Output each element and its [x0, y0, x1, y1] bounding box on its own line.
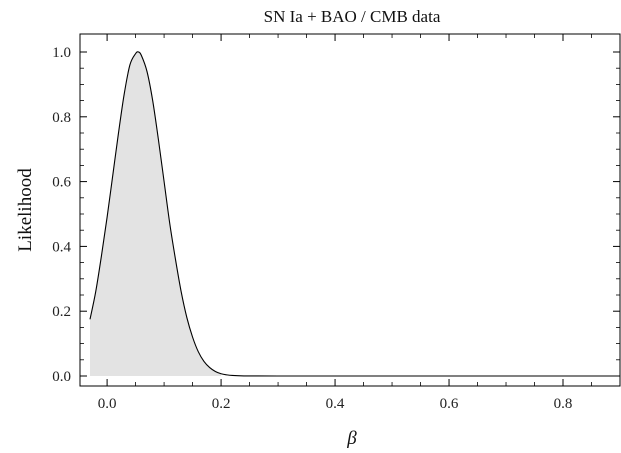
chart-title: SN Ia + BAO / CMB data [264, 7, 441, 26]
axes: 0.0 0.2 0.4 0.6 0.8 0.0 0.2 0.4 0.6 0.8 1.0 [52, 33, 621, 412]
likelihood-shaded-area [90, 51, 222, 376]
y-tick-label: 0.6 [52, 175, 71, 191]
x-tick-label: 0.0 [98, 396, 117, 412]
x-tick-label: 0.4 [326, 396, 345, 412]
y-tick-label: 0.2 [52, 304, 71, 320]
plot-frame [79, 33, 621, 387]
x-axis-title: β [346, 428, 357, 449]
plot-area [89, 51, 620, 377]
y-tick-label: 1.0 [52, 45, 71, 61]
likelihood-curve [89, 51, 620, 377]
x-tick-label: 0.8 [554, 396, 573, 412]
x-tick-label: 0.2 [212, 396, 231, 412]
x-tick-label: 0.6 [440, 396, 459, 412]
y-tick-label: 0.0 [52, 369, 71, 385]
y-axis-title: Likelihood [15, 168, 36, 252]
y-tick-label: 0.8 [52, 110, 71, 126]
y-tick-label: 0.4 [52, 239, 71, 255]
